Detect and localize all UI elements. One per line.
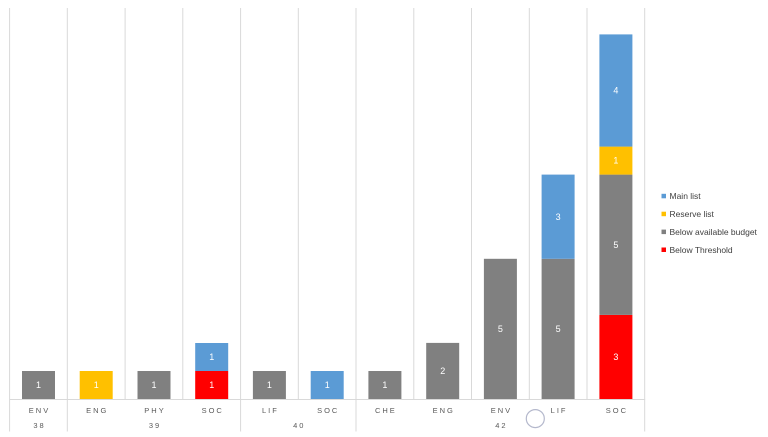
svg-text:Reserve list: Reserve list xyxy=(670,209,715,219)
svg-text:LIF: LIF xyxy=(551,406,568,415)
svg-text:1: 1 xyxy=(382,380,387,390)
svg-text:1: 1 xyxy=(36,380,41,390)
svg-text:39: 39 xyxy=(149,421,161,430)
svg-text:42: 42 xyxy=(495,421,507,430)
svg-text:1: 1 xyxy=(209,380,214,390)
svg-text:1: 1 xyxy=(325,380,330,390)
svg-text:4: 4 xyxy=(613,86,618,96)
svg-text:ENG: ENG xyxy=(433,406,455,415)
svg-text:3: 3 xyxy=(613,352,618,362)
svg-text:1: 1 xyxy=(151,380,156,390)
svg-text:1: 1 xyxy=(613,156,618,166)
svg-text:38: 38 xyxy=(33,421,45,430)
svg-text:ENV: ENV xyxy=(29,406,50,415)
svg-text:SOC: SOC xyxy=(202,406,224,415)
svg-text:1: 1 xyxy=(94,380,99,390)
svg-text:5: 5 xyxy=(613,240,618,250)
svg-text:ENG: ENG xyxy=(86,406,108,415)
svg-text:SOC: SOC xyxy=(606,406,628,415)
svg-text:ENV: ENV xyxy=(491,406,512,415)
svg-text:5: 5 xyxy=(556,324,561,334)
svg-text:1: 1 xyxy=(209,352,214,362)
svg-text:1: 1 xyxy=(267,380,272,390)
svg-text:CHE: CHE xyxy=(375,406,397,415)
svg-text:2: 2 xyxy=(440,366,445,376)
svg-text:LIF: LIF xyxy=(262,406,279,415)
svg-text:Below available budget: Below available budget xyxy=(670,227,758,237)
svg-text:Below Threshold: Below Threshold xyxy=(670,245,733,255)
svg-text:3: 3 xyxy=(556,212,561,222)
svg-text:Main list: Main list xyxy=(670,191,702,201)
svg-text:PHY: PHY xyxy=(144,406,165,415)
svg-text:40: 40 xyxy=(293,421,305,430)
svg-text:5: 5 xyxy=(498,324,503,334)
svg-text:SOC: SOC xyxy=(317,406,339,415)
